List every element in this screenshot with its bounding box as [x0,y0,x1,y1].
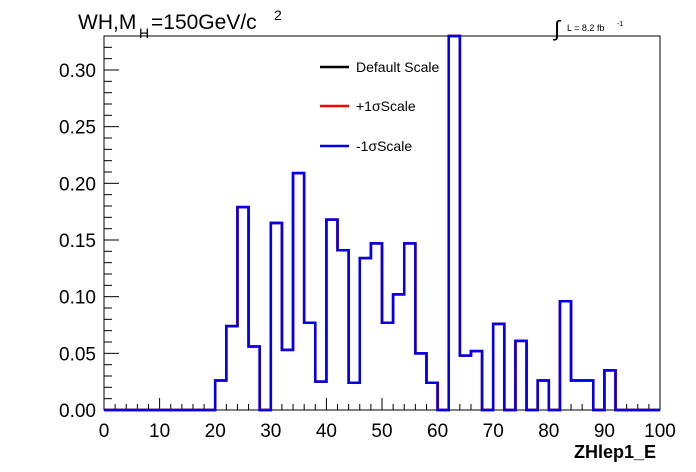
series-line-1 [104,34,660,412]
y-tick-label: 0.00 [59,401,96,422]
title-main: WH,M [78,11,136,34]
x-tick-label: 50 [371,421,392,442]
legend-label-plus: +1σScale [356,98,416,114]
title-rest: =150GeV/c [151,11,257,34]
legend-label-minus: -1σScale [356,138,412,154]
lumi-text: L = 8.2 fb [567,23,604,33]
y-tick-label: 0.10 [59,288,96,309]
integral-sign: ∫ [552,16,562,41]
chart-title: WH,M H =150GeV/c 2 [78,7,282,41]
y-tick-label: 0.25 [59,118,96,139]
x-tick-label: 20 [205,421,226,442]
lumi-superscript: -1 [617,21,623,28]
y-axis: 0.00 0.05 0.10 0.15 0.20 0.25 0.30 [59,46,119,422]
x-tick-label: 100 [644,421,676,442]
x-tick-label: 30 [260,421,281,442]
x-tick-label: 90 [594,421,615,442]
title-subscript: H [139,25,149,41]
y-tick-label: 0.15 [59,231,96,252]
y-tick-label: 0.05 [59,344,96,365]
legend-label-default: Default Scale [356,59,439,75]
series-line-0 [104,34,660,412]
x-tick-label: 70 [483,421,504,442]
x-axis: 0 10 20 30 40 50 60 70 80 90 100 [99,398,676,442]
x-tick-label: 40 [316,421,337,442]
x-tick-label: 60 [427,421,448,442]
series-line-2 [104,34,660,412]
x-tick-label: 80 [538,421,559,442]
y-tick-label: 0.20 [59,174,96,195]
series-layer [104,34,660,412]
x-tick-label: 0 [99,421,110,442]
x-tick-label: 10 [149,421,170,442]
title-superscript: 2 [274,7,282,23]
lumi-label: ∫ L = 8.2 fb -1 [552,16,623,41]
plot-frame [103,35,661,411]
x-axis-label: ZHlep1_E [574,442,656,462]
y-tick-label: 0.30 [59,61,96,82]
legend: Default Scale +1σScale -1σScale [320,59,439,154]
